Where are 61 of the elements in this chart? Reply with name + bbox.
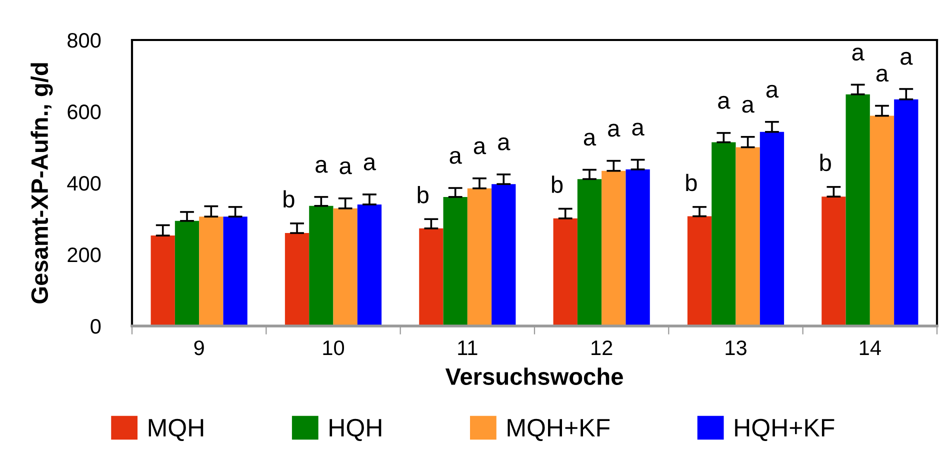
legend-label: HQH [330, 418, 382, 442]
bar [419, 228, 444, 326]
x-axis-title: Versuchswoche [445, 368, 623, 385]
data-label: a [584, 132, 596, 146]
data-label: a [718, 96, 730, 109]
bar [760, 132, 784, 326]
x-tick-label: 12 [592, 340, 612, 355]
data-label: a [632, 122, 644, 136]
bar [284, 233, 310, 326]
data-label: a [364, 157, 376, 170]
x-tick-label: 13 [726, 340, 746, 356]
x-tick-label: 9 [194, 340, 204, 356]
data-label: a [608, 124, 620, 137]
data-label: a [450, 150, 462, 164]
bar [870, 116, 894, 326]
data-label: b [552, 176, 563, 193]
data-label: a [852, 48, 864, 61]
bar [577, 179, 602, 326]
y-tick-label: 400 [67, 176, 101, 191]
data-label: b [284, 190, 294, 208]
bar [443, 196, 468, 326]
bar [223, 216, 248, 326]
bar [492, 184, 516, 326]
y-tick-label: 800 [68, 33, 101, 48]
data-label: a [900, 52, 913, 65]
y-tick-label: 600 [68, 104, 101, 120]
bar [467, 188, 492, 326]
bar [894, 99, 918, 326]
bar [846, 94, 870, 326]
bar [822, 196, 846, 326]
bar [174, 220, 200, 326]
data-label: a [766, 84, 779, 98]
data-label: b [418, 186, 428, 204]
data-label: a [876, 68, 889, 82]
bar [199, 216, 224, 326]
bar [333, 208, 358, 326]
bar [553, 218, 578, 326]
bar [626, 169, 650, 326]
data-label: a [498, 137, 510, 150]
data-label: a [742, 100, 754, 113]
bar [150, 236, 175, 326]
data-label: a [340, 161, 352, 174]
bar [736, 147, 760, 326]
data-label: a [316, 160, 328, 173]
bar [712, 142, 736, 326]
bar [357, 204, 382, 326]
bar [309, 206, 334, 326]
bar [687, 216, 712, 326]
y-tick-label: 0 [90, 319, 101, 334]
x-tick-label: 11 [458, 340, 478, 355]
data-label: b [686, 174, 697, 192]
bar [602, 170, 626, 326]
x-tick-label: 14 [860, 340, 881, 355]
legend-label: HQH+KF [735, 418, 834, 442]
x-tick-label: 10 [323, 340, 344, 356]
data-label: b [820, 154, 831, 172]
y-axis-title: Gesamt-XP-Aufn., g/d [30, 63, 53, 304]
data-label: a [474, 141, 486, 154]
y-tick-label: 200 [68, 248, 101, 262]
legend-label: MQH [148, 418, 204, 442]
legend-label: MQH+KF [508, 418, 610, 442]
